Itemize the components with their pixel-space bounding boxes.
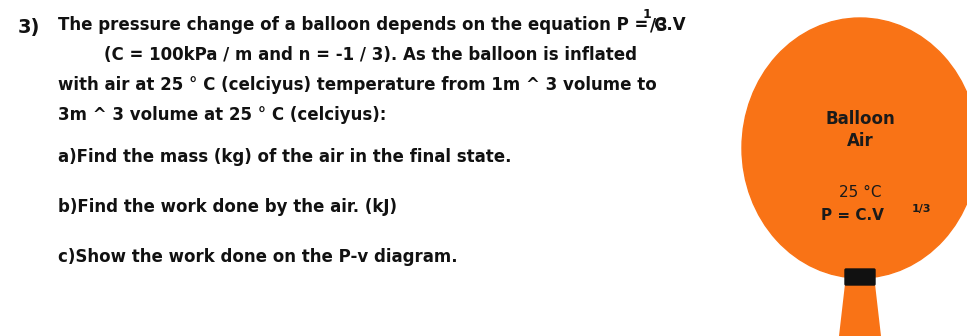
Text: (C = 100kPa / m and n = -1 / 3). As the balloon is inflated: (C = 100kPa / m and n = -1 / 3). As the …	[58, 46, 637, 64]
Text: 3): 3)	[18, 18, 41, 37]
Text: 3m ^ 3 volume at 25 ° C (celciyus):: 3m ^ 3 volume at 25 ° C (celciyus):	[58, 106, 387, 124]
Text: 1: 1	[643, 8, 652, 21]
Text: b)Find the work done by the air. (kJ): b)Find the work done by the air. (kJ)	[58, 198, 397, 216]
Text: 25 °C: 25 °C	[838, 185, 881, 200]
Text: a)Find the mass (kg) of the air in the final state.: a)Find the mass (kg) of the air in the f…	[58, 148, 512, 166]
Ellipse shape	[742, 18, 967, 278]
FancyBboxPatch shape	[845, 269, 875, 285]
Text: Balloon: Balloon	[825, 110, 894, 128]
Text: c)Show the work done on the P-v diagram.: c)Show the work done on the P-v diagram.	[58, 248, 457, 266]
Text: P = C.V: P = C.V	[821, 208, 884, 223]
Text: 1/3: 1/3	[912, 204, 931, 214]
Text: /3: /3	[650, 16, 668, 34]
Text: The pressure change of a balloon depends on the equation P = C.V: The pressure change of a balloon depends…	[58, 16, 686, 34]
Text: Air: Air	[847, 132, 873, 150]
Polygon shape	[837, 284, 883, 336]
Text: with air at 25 ° C (celciyus) temperature from 1m ^ 3 volume to: with air at 25 ° C (celciyus) temperatur…	[58, 76, 657, 94]
